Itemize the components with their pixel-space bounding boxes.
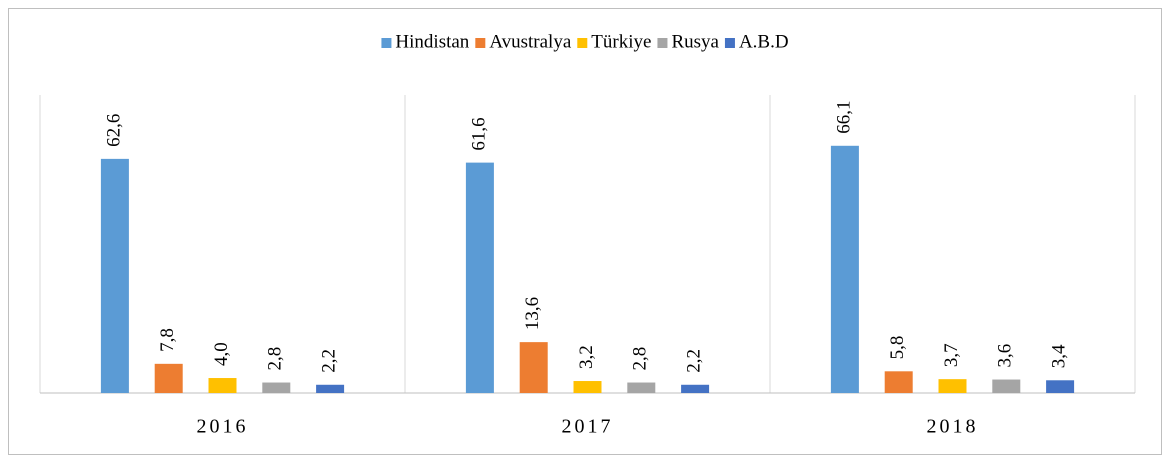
value-label: 7,8 [157,328,178,352]
value-label: 2,2 [683,349,704,373]
bar [316,384,345,393]
bar [519,342,548,393]
x-tick-label: 2017 [562,416,614,438]
value-label: 5,8 [887,336,908,360]
bar [465,162,494,393]
value-label: 61,6 [468,117,489,150]
x-tick-label: 2016 [197,416,249,438]
bar [573,381,602,393]
bar [992,379,1021,393]
value-label: 3,7 [941,343,962,367]
legend-swatch [381,38,392,48]
bar [884,371,913,393]
x-tick-label: 2018 [927,416,979,438]
legend-swatch [475,38,486,48]
legend-swatch [577,38,588,48]
bar [100,158,129,393]
value-label: 3,6 [995,344,1016,368]
bar [154,363,183,393]
legend-swatch [657,38,668,48]
bar [1046,380,1075,393]
legend-label: Avustralya [489,31,572,52]
value-label: 62,6 [103,114,124,147]
bar [830,145,859,393]
value-label: 13,6 [522,297,543,330]
value-label: 2,8 [265,347,286,371]
value-label: 2,2 [318,349,339,373]
bar [208,378,237,393]
value-label: 3,2 [576,345,597,369]
chart-border [8,8,1162,455]
value-label: 3,4 [1048,344,1069,368]
legend-label: Rusya [671,31,719,52]
bar [262,382,291,393]
bar [681,384,710,393]
value-label: 4,0 [211,342,232,366]
legend-label: Türkiye [591,31,651,52]
value-label: 2,8 [630,347,651,371]
legend-label: Hindistan [395,31,469,52]
bar [627,382,656,393]
value-label: 66,1 [833,101,854,134]
legend-label: A.B.D [739,31,789,52]
bar [938,379,967,393]
legend-swatch [724,38,735,48]
